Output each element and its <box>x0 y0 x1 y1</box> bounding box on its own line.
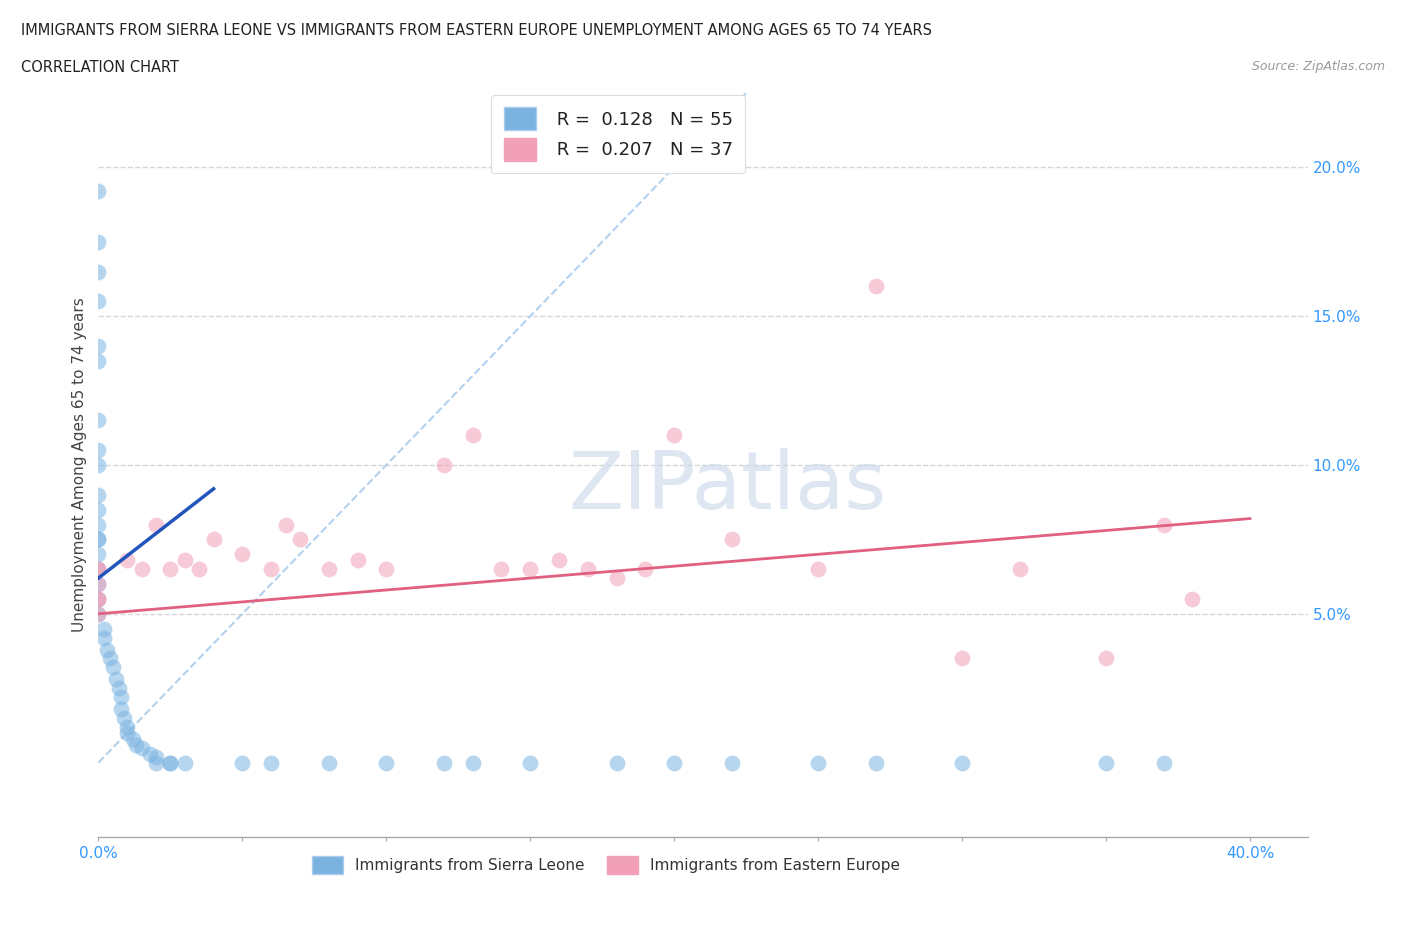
Point <box>115 720 138 735</box>
Point <box>231 755 253 770</box>
Point <box>122 731 145 746</box>
Point <box>274 517 297 532</box>
Point <box>131 562 153 577</box>
Point <box>107 681 129 696</box>
Point <box>318 562 340 577</box>
Point <box>173 552 195 567</box>
Point <box>318 755 340 770</box>
Point <box>87 517 110 532</box>
Point <box>98 651 121 666</box>
Point <box>87 339 110 353</box>
Point <box>87 562 110 577</box>
Point <box>1095 651 1118 666</box>
Point <box>87 458 110 472</box>
Point <box>87 487 110 502</box>
Point <box>145 517 167 532</box>
Point <box>87 413 110 428</box>
Point <box>375 755 398 770</box>
Point <box>87 353 110 368</box>
Point <box>461 428 484 443</box>
Point <box>491 562 513 577</box>
Point <box>87 606 110 621</box>
Point <box>87 577 110 591</box>
Point <box>950 651 973 666</box>
Text: ZIPatlas: ZIPatlas <box>568 448 886 526</box>
Point <box>664 428 686 443</box>
Point <box>1095 755 1118 770</box>
Point <box>110 701 132 716</box>
Point <box>87 234 110 249</box>
Point <box>87 562 110 577</box>
Point <box>375 562 398 577</box>
Point <box>145 750 167 764</box>
Point <box>1008 562 1031 577</box>
Point <box>115 552 138 567</box>
Y-axis label: Unemployment Among Ages 65 to 74 years: Unemployment Among Ages 65 to 74 years <box>72 298 87 632</box>
Text: IMMIGRANTS FROM SIERRA LEONE VS IMMIGRANTS FROM EASTERN EUROPE UNEMPLOYMENT AMON: IMMIGRANTS FROM SIERRA LEONE VS IMMIGRAN… <box>21 23 932 38</box>
Point <box>93 631 115 645</box>
Point <box>1181 591 1204 606</box>
Point <box>159 755 181 770</box>
Point <box>87 591 110 606</box>
Point <box>104 671 127 686</box>
Point <box>96 642 118 657</box>
Point <box>131 740 153 755</box>
Point <box>139 746 162 761</box>
Text: CORRELATION CHART: CORRELATION CHART <box>21 60 179 75</box>
Point <box>634 562 657 577</box>
Point <box>606 571 628 586</box>
Point <box>93 621 115 636</box>
Point <box>1153 755 1175 770</box>
Point <box>87 532 110 547</box>
Point <box>115 725 138 740</box>
Point <box>664 755 686 770</box>
Point <box>125 737 148 752</box>
Point <box>87 443 110 458</box>
Point <box>188 562 211 577</box>
Point <box>87 294 110 309</box>
Point <box>87 264 110 279</box>
Point <box>87 184 110 199</box>
Point <box>576 562 599 577</box>
Point <box>548 552 571 567</box>
Text: Source: ZipAtlas.com: Source: ZipAtlas.com <box>1251 60 1385 73</box>
Point <box>110 690 132 705</box>
Point <box>807 562 830 577</box>
Point <box>260 755 283 770</box>
Point <box>159 755 181 770</box>
Point <box>950 755 973 770</box>
Point <box>865 755 887 770</box>
Point <box>433 458 456 472</box>
Point <box>288 532 311 547</box>
Point <box>720 532 742 547</box>
Point <box>202 532 225 547</box>
Point <box>173 755 195 770</box>
Point <box>159 562 181 577</box>
Point <box>87 562 110 577</box>
Point <box>807 755 830 770</box>
Legend: Immigrants from Sierra Leone, Immigrants from Eastern Europe: Immigrants from Sierra Leone, Immigrants… <box>305 848 908 882</box>
Point <box>87 547 110 562</box>
Point <box>87 502 110 517</box>
Point <box>87 606 110 621</box>
Point <box>101 660 124 675</box>
Point <box>461 755 484 770</box>
Point <box>231 547 253 562</box>
Point <box>519 562 541 577</box>
Point <box>87 532 110 547</box>
Point <box>1153 517 1175 532</box>
Point <box>112 711 135 725</box>
Point <box>145 755 167 770</box>
Point <box>433 755 456 770</box>
Point <box>519 755 541 770</box>
Point <box>606 755 628 770</box>
Point <box>260 562 283 577</box>
Point <box>87 591 110 606</box>
Point <box>346 552 368 567</box>
Point <box>87 591 110 606</box>
Point <box>720 755 742 770</box>
Point <box>865 279 887 294</box>
Point <box>87 577 110 591</box>
